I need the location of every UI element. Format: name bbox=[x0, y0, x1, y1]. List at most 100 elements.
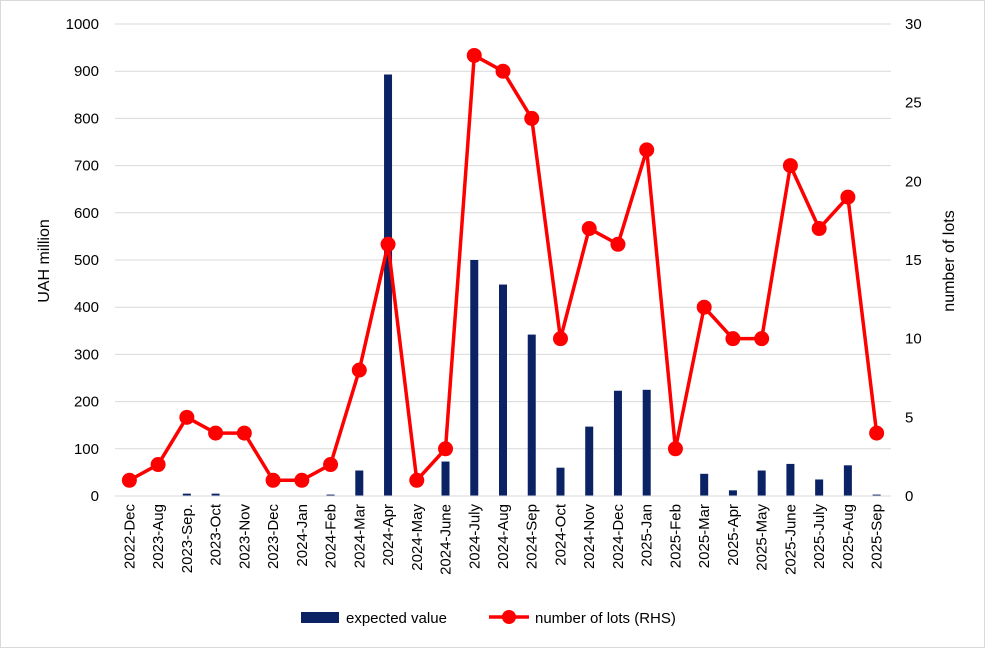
right-axis-ticks: 0 5 10 15 20 25 30 bbox=[905, 16, 922, 505]
left-tick-label: 300 bbox=[74, 346, 99, 363]
legend-swatch-expected-value bbox=[301, 612, 339, 623]
x-tick-label: 2023-Sep. bbox=[179, 504, 196, 573]
x-tick-label: 2025-Mar bbox=[696, 504, 713, 568]
right-tick-label: 10 bbox=[905, 331, 922, 348]
bar bbox=[757, 470, 766, 496]
bar bbox=[499, 284, 507, 496]
left-axis-ticks: 0 100 200 300 400 500 600 700 800 900 1000 bbox=[66, 16, 99, 505]
left-tick-label: 100 bbox=[74, 441, 99, 458]
bar bbox=[700, 473, 709, 496]
x-tick-label: 2023-Nov bbox=[236, 504, 253, 570]
x-tick-label: 2024-May bbox=[409, 504, 426, 571]
line-point bbox=[524, 110, 540, 126]
line-point bbox=[380, 236, 396, 252]
bar bbox=[843, 465, 852, 496]
bar bbox=[470, 260, 479, 496]
x-tick-label: 2023-Oct bbox=[208, 503, 225, 566]
line-point bbox=[495, 63, 511, 79]
line-point bbox=[782, 158, 798, 174]
line-point bbox=[323, 457, 339, 473]
line-point bbox=[466, 47, 482, 63]
line-point bbox=[869, 425, 885, 441]
bar bbox=[441, 461, 450, 496]
x-tick-label: 2025-July bbox=[811, 504, 828, 570]
x-tick-label: 2022-Dec bbox=[121, 504, 138, 570]
line-point bbox=[610, 236, 626, 252]
x-tick-label: 2024-June bbox=[438, 504, 455, 575]
x-tick-label: 2024-Mar bbox=[351, 504, 368, 568]
bar bbox=[355, 470, 364, 496]
right-tick-label: 30 bbox=[905, 16, 922, 33]
line-point bbox=[121, 472, 137, 488]
bar bbox=[527, 334, 536, 496]
line-point bbox=[351, 362, 367, 378]
left-tick-label: 500 bbox=[74, 252, 99, 269]
line-point bbox=[150, 457, 166, 473]
left-tick-label: 1000 bbox=[66, 16, 99, 33]
x-tick-label: 2025-May bbox=[754, 504, 771, 571]
x-tick-label: 2024-Nov bbox=[581, 504, 598, 570]
bar bbox=[326, 494, 335, 496]
right-tick-label: 15 bbox=[905, 252, 922, 269]
line-point bbox=[294, 472, 310, 488]
line-point bbox=[438, 441, 454, 457]
line-point bbox=[552, 331, 568, 347]
x-tick-label: 2024-Dec bbox=[610, 504, 627, 570]
bar bbox=[211, 493, 220, 496]
x-tick-label: 2025-Feb bbox=[667, 504, 684, 568]
line-point bbox=[639, 142, 655, 158]
x-tick-label: 2024-Apr bbox=[380, 504, 397, 566]
bar bbox=[728, 490, 737, 496]
line-point bbox=[581, 221, 597, 237]
x-tick-label: 2023-Aug bbox=[150, 504, 167, 569]
right-tick-label: 5 bbox=[905, 409, 913, 426]
bar bbox=[815, 479, 824, 496]
left-tick-label: 0 bbox=[91, 488, 99, 505]
right-tick-label: 25 bbox=[905, 95, 922, 112]
line-point bbox=[811, 221, 827, 237]
bar-series-expected-value bbox=[182, 74, 881, 496]
x-tick-label: 2025-Jan bbox=[639, 504, 656, 567]
bar bbox=[786, 463, 795, 496]
bar bbox=[556, 467, 565, 496]
line-point bbox=[179, 409, 195, 425]
x-tick-label: 2025-Apr bbox=[725, 504, 742, 566]
line-point bbox=[236, 425, 252, 441]
line-point bbox=[667, 441, 683, 457]
line-series-number-of-lots bbox=[121, 47, 885, 488]
x-tick-label: 2025-Aug bbox=[840, 504, 857, 569]
x-tick-label: 2023-Dec bbox=[265, 504, 282, 570]
x-axis-ticks: 2022-Dec 2023-Aug 2023-Sep. 2023-Oct 2023-No… bbox=[121, 503, 885, 575]
bar bbox=[384, 74, 393, 496]
line-point bbox=[754, 331, 770, 347]
left-tick-label: 800 bbox=[74, 110, 99, 127]
line-point bbox=[725, 331, 741, 347]
left-tick-label: 900 bbox=[74, 63, 99, 80]
right-tick-label: 20 bbox=[905, 173, 922, 190]
line-point bbox=[208, 425, 224, 441]
left-tick-label: 400 bbox=[74, 299, 99, 316]
line-point bbox=[696, 299, 712, 315]
x-tick-label: 2024-Sep bbox=[524, 504, 541, 569]
y2-axis-title: number of lots bbox=[941, 210, 958, 311]
x-tick-label: 2024-Jan bbox=[294, 504, 311, 567]
x-tick-label: 2024-Oct bbox=[552, 503, 569, 566]
bar bbox=[585, 426, 594, 496]
x-tick-label: 2024-Aug bbox=[495, 504, 512, 569]
x-tick-label: 2025-June bbox=[782, 504, 799, 575]
right-tick-label: 0 bbox=[905, 488, 913, 505]
y-axis-title: UAH million bbox=[36, 219, 53, 303]
legend-label-expected-value: expected value bbox=[346, 610, 447, 627]
x-tick-label: 2025-Sep bbox=[869, 504, 886, 569]
bar bbox=[872, 494, 881, 496]
left-tick-label: 600 bbox=[74, 205, 99, 222]
line-point bbox=[265, 472, 281, 488]
line-point bbox=[409, 472, 425, 488]
legend: expected value number of lots (RHS) bbox=[301, 610, 676, 627]
left-tick-label: 200 bbox=[74, 394, 99, 411]
bar bbox=[613, 390, 622, 496]
legend-swatch-marker-lots bbox=[502, 610, 516, 624]
bar bbox=[182, 493, 191, 496]
